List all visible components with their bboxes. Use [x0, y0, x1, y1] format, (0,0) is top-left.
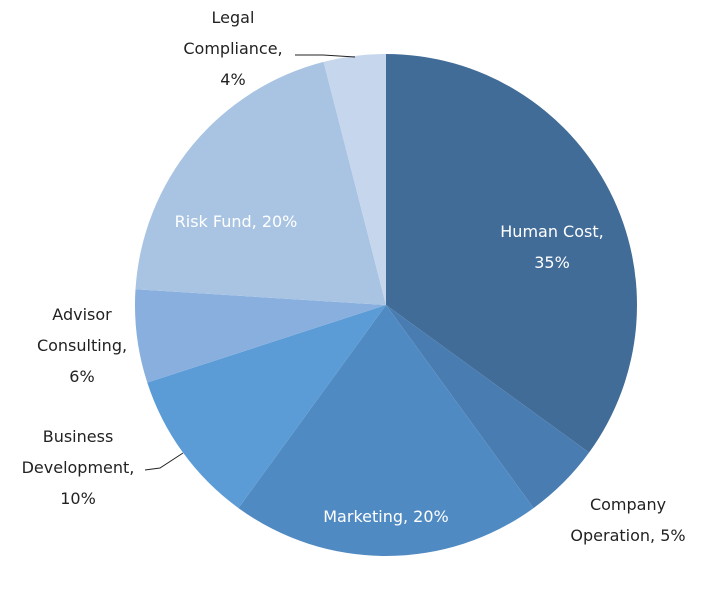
pie-slice-human-cost [386, 54, 637, 453]
pie-slice-legal-compliance [323, 54, 386, 305]
data-label-human-cost: Human Cost, 35% [500, 222, 603, 272]
data-label-risk-fund: Risk Fund, 20% [175, 212, 298, 231]
pie-slice-advisor-consulting [135, 289, 386, 383]
pie-slice-risk-fund [135, 61, 386, 306]
data-label-advisor-consulting: Advisor Consulting, 6% [37, 305, 127, 386]
leader-line [144, 452, 184, 471]
pie-slice-business-development [147, 305, 386, 509]
pie-slice-marketing [238, 305, 534, 557]
data-label-company-operation: Company Operation, 5% [570, 495, 685, 545]
pie-slice-company-operation [386, 305, 590, 509]
data-label-legal-compliance: Legal Compliance, 4% [183, 8, 282, 89]
leader-line [295, 54, 356, 58]
data-label-marketing: Marketing, 20% [323, 507, 448, 526]
data-label-business-development: Business Development, 10% [22, 427, 135, 508]
